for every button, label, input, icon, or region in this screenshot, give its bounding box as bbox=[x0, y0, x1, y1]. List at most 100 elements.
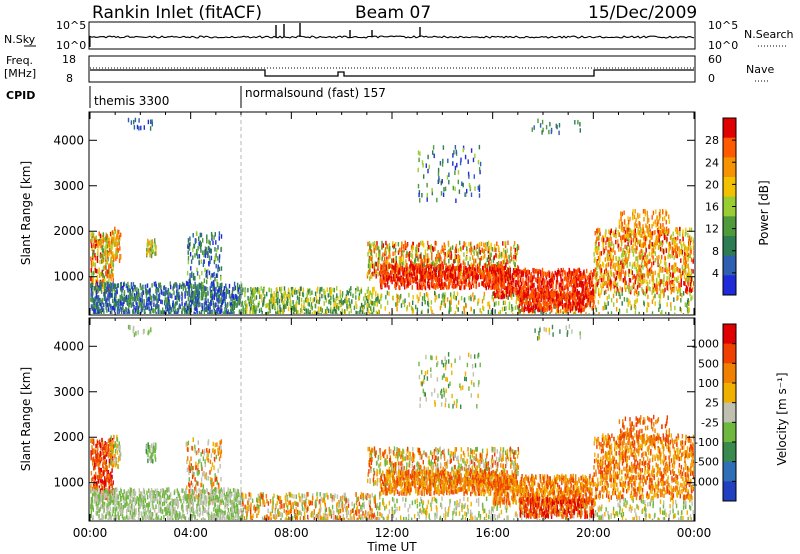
heatmap-cell bbox=[95, 235, 97, 240]
heatmap-cell bbox=[226, 311, 229, 314]
heatmap-cell bbox=[207, 268, 209, 274]
heatmap-cell bbox=[529, 307, 532, 312]
heatmap-cell bbox=[491, 247, 493, 252]
heatmap-cell bbox=[598, 291, 600, 297]
heatmap-cell bbox=[230, 302, 232, 308]
heatmap-cell bbox=[567, 295, 569, 300]
heatmap-cell bbox=[342, 300, 345, 305]
heatmap-cell bbox=[328, 308, 330, 314]
heatmap-cell bbox=[504, 243, 507, 249]
heatmap-cell bbox=[523, 268, 525, 274]
heatmap-cell bbox=[254, 306, 256, 311]
heatmap-cell bbox=[281, 293, 283, 298]
heatmap-cell bbox=[457, 300, 460, 305]
heatmap-cell bbox=[490, 264, 492, 270]
heatmap-cell bbox=[330, 309, 332, 314]
heatmap-cell bbox=[489, 252, 491, 258]
heatmap-cell bbox=[544, 294, 546, 299]
heatmap-cell bbox=[243, 307, 246, 313]
heatmap-cell bbox=[109, 282, 112, 287]
heatmap-cell bbox=[446, 297, 449, 302]
heatmap-cell bbox=[551, 277, 553, 282]
heatmap-cell bbox=[104, 249, 106, 255]
heatmap-cell bbox=[98, 231, 100, 236]
cpid-row: CPID themis 3300 normalsound (fast) 157 bbox=[6, 86, 386, 108]
heatmap-cell bbox=[136, 291, 138, 296]
heatmap-cell bbox=[99, 283, 101, 288]
heatmap-cell bbox=[194, 303, 196, 308]
heatmap-cell bbox=[284, 290, 287, 296]
heatmap-cell bbox=[495, 301, 497, 306]
heatmap-cell bbox=[119, 255, 122, 260]
heatmap-cell bbox=[505, 287, 507, 293]
heatmap-cell bbox=[502, 282, 504, 287]
heatmap-cell bbox=[378, 259, 380, 264]
heatmap-cell bbox=[248, 301, 251, 307]
heatmap-cell bbox=[144, 311, 146, 314]
heatmap-cell bbox=[213, 304, 215, 310]
heatmap-cell bbox=[462, 276, 465, 281]
heatmap-cell bbox=[548, 306, 550, 311]
heatmap-cell bbox=[152, 293, 155, 299]
heatmap-cell bbox=[490, 259, 492, 264]
heatmap-cell bbox=[428, 263, 431, 269]
heatmap-cell bbox=[259, 294, 261, 300]
heatmap-cell bbox=[442, 265, 444, 270]
heatmap-cell bbox=[493, 267, 495, 272]
heatmap-cell bbox=[619, 294, 621, 300]
heatmap-cell bbox=[573, 290, 575, 295]
heatmap-cell bbox=[419, 284, 421, 290]
heatmap-cell bbox=[154, 282, 156, 287]
heatmap-cell bbox=[518, 286, 520, 292]
heatmap-cell bbox=[178, 294, 181, 300]
heatmap-cell bbox=[96, 286, 98, 292]
heatmap-cell bbox=[189, 295, 191, 301]
heatmap-cell bbox=[270, 293, 273, 298]
heatmap-cell bbox=[216, 273, 219, 278]
heatmap-cell bbox=[149, 247, 151, 253]
heatmap-cell bbox=[366, 307, 369, 312]
heatmap-cell bbox=[213, 291, 216, 297]
heatmap-cell bbox=[497, 283, 500, 289]
heatmap-cell bbox=[196, 249, 198, 254]
heatmap-cell bbox=[232, 306, 234, 312]
heatmap-cell bbox=[541, 280, 543, 285]
heatmap-cell bbox=[403, 267, 406, 272]
heatmap-cell bbox=[213, 271, 215, 277]
heatmap-cell bbox=[368, 248, 370, 254]
heatmap-cell bbox=[568, 300, 570, 305]
heatmap-cell bbox=[381, 256, 383, 262]
heatmap-cell bbox=[658, 273, 661, 279]
heatmap-cell bbox=[395, 274, 398, 279]
heatmap-cell bbox=[178, 297, 180, 302]
heatmap-cell bbox=[213, 310, 216, 314]
heatmap-cell bbox=[435, 256, 437, 262]
heatmap-cell bbox=[157, 305, 160, 311]
heatmap-cell bbox=[203, 249, 206, 255]
heatmap-cell bbox=[210, 301, 212, 306]
heatmap-cell bbox=[276, 300, 279, 306]
heatmap-cell bbox=[503, 269, 505, 275]
heatmap-cell bbox=[496, 241, 498, 246]
heatmap-cell bbox=[98, 300, 101, 306]
heatmap-cell bbox=[396, 297, 398, 303]
heatmap-cell bbox=[148, 248, 150, 253]
heatmap-cell bbox=[513, 288, 515, 294]
heatmap-cell bbox=[217, 256, 219, 261]
heatmap-cell bbox=[121, 296, 124, 301]
heatmap-cell bbox=[537, 293, 540, 298]
heatmap-cell bbox=[115, 301, 117, 307]
heatmap-cell bbox=[117, 247, 119, 253]
heatmap-cell bbox=[465, 281, 467, 287]
heatmap-cell bbox=[234, 285, 236, 291]
heatmap-cell bbox=[457, 307, 459, 312]
heatmap-cell bbox=[292, 300, 294, 305]
heatmap-cell bbox=[466, 246, 468, 251]
heatmap-cell bbox=[100, 243, 102, 249]
heatmap-cell bbox=[549, 305, 551, 310]
heatmap-cell bbox=[670, 306, 672, 311]
heatmap-cell bbox=[479, 268, 482, 273]
heatmap-cell bbox=[359, 289, 361, 295]
heatmap-cell bbox=[104, 293, 106, 298]
heatmap-cell bbox=[466, 273, 468, 278]
